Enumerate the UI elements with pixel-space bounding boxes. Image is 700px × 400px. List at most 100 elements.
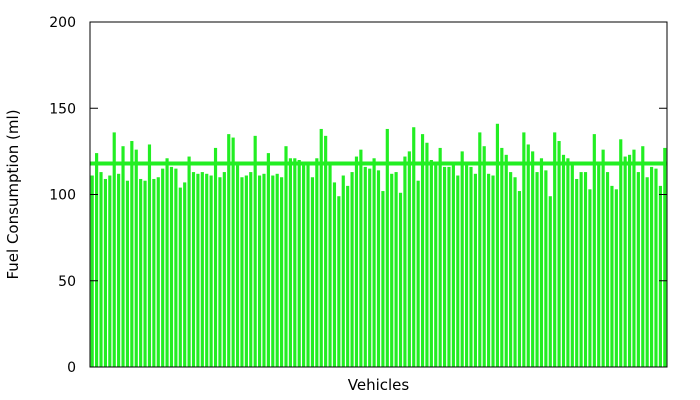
bar [535, 172, 539, 367]
bar [174, 168, 178, 367]
bar [306, 163, 310, 367]
bar [372, 158, 376, 367]
bar [143, 180, 147, 367]
bar [407, 151, 411, 368]
bar [152, 178, 156, 367]
y-tick-label: 50 [58, 274, 76, 290]
bar [134, 149, 138, 367]
bar [244, 175, 248, 367]
bar [592, 134, 596, 367]
y-axis-title: Fuel Consumption (ml) [4, 109, 22, 279]
bar [125, 180, 130, 367]
bar [231, 137, 235, 367]
bar [482, 146, 486, 367]
bar [297, 160, 301, 367]
y-axis: 0 50 100 150 200 [49, 15, 667, 376]
bar [390, 173, 394, 367]
bar [636, 172, 640, 367]
bar [376, 170, 381, 367]
bar [165, 158, 169, 367]
bar [442, 166, 447, 367]
bar [447, 166, 451, 367]
x-axis-title: Vehicles [348, 376, 410, 394]
bar [249, 172, 253, 367]
bar [275, 173, 279, 367]
bar [605, 172, 610, 367]
bar [416, 180, 420, 367]
bar [280, 177, 284, 367]
bar [575, 178, 579, 367]
bar [240, 177, 244, 367]
bars-group [90, 123, 667, 368]
bar [650, 166, 654, 367]
bar [196, 173, 200, 367]
bar [218, 177, 222, 367]
bar [469, 166, 473, 367]
bar [456, 175, 460, 367]
bar [663, 147, 667, 367]
bar [645, 177, 649, 367]
bar [425, 142, 429, 367]
bar [235, 163, 240, 367]
bar [394, 172, 398, 367]
y-tick-label: 100 [49, 188, 76, 204]
bar [601, 149, 605, 367]
bar [293, 158, 297, 367]
bar [570, 163, 574, 367]
bar [341, 175, 345, 367]
bar [500, 147, 504, 367]
bar [227, 134, 231, 367]
bar [108, 175, 112, 367]
bar [614, 189, 618, 367]
bar [597, 165, 601, 367]
bar [319, 128, 323, 367]
bar [253, 135, 257, 367]
bar [381, 191, 385, 367]
bar [328, 163, 332, 367]
bar [420, 134, 425, 367]
bar [95, 153, 99, 367]
bar [495, 123, 500, 367]
bar [491, 175, 495, 367]
bar [156, 177, 160, 367]
bar [553, 132, 557, 367]
bar [641, 146, 645, 367]
bar [266, 153, 270, 367]
bar [579, 172, 583, 367]
bar [487, 173, 491, 367]
bar [627, 154, 632, 367]
bar [99, 172, 103, 367]
bar [539, 158, 544, 367]
bar [130, 141, 134, 367]
bar [284, 146, 288, 367]
bar [465, 165, 469, 367]
bar [161, 168, 165, 367]
bar [544, 170, 548, 367]
bar [103, 178, 107, 367]
bar [213, 147, 218, 367]
bar [522, 132, 526, 367]
bar [531, 151, 535, 368]
bar [368, 168, 372, 367]
bar [346, 185, 350, 368]
bar [619, 139, 623, 367]
bar [363, 166, 367, 367]
bar [90, 175, 94, 367]
bar [257, 175, 262, 367]
bar [337, 196, 341, 367]
bar [451, 161, 455, 367]
y-tick-label: 0 [67, 360, 76, 376]
bar [288, 158, 292, 367]
bar [566, 158, 570, 367]
bar [262, 173, 266, 367]
bar [513, 177, 517, 367]
bar [191, 172, 196, 367]
bar [658, 185, 662, 368]
bar [460, 151, 464, 368]
bar [517, 191, 522, 367]
bar [398, 192, 403, 367]
bar [561, 154, 566, 367]
bar [139, 178, 143, 367]
bar [623, 156, 627, 367]
